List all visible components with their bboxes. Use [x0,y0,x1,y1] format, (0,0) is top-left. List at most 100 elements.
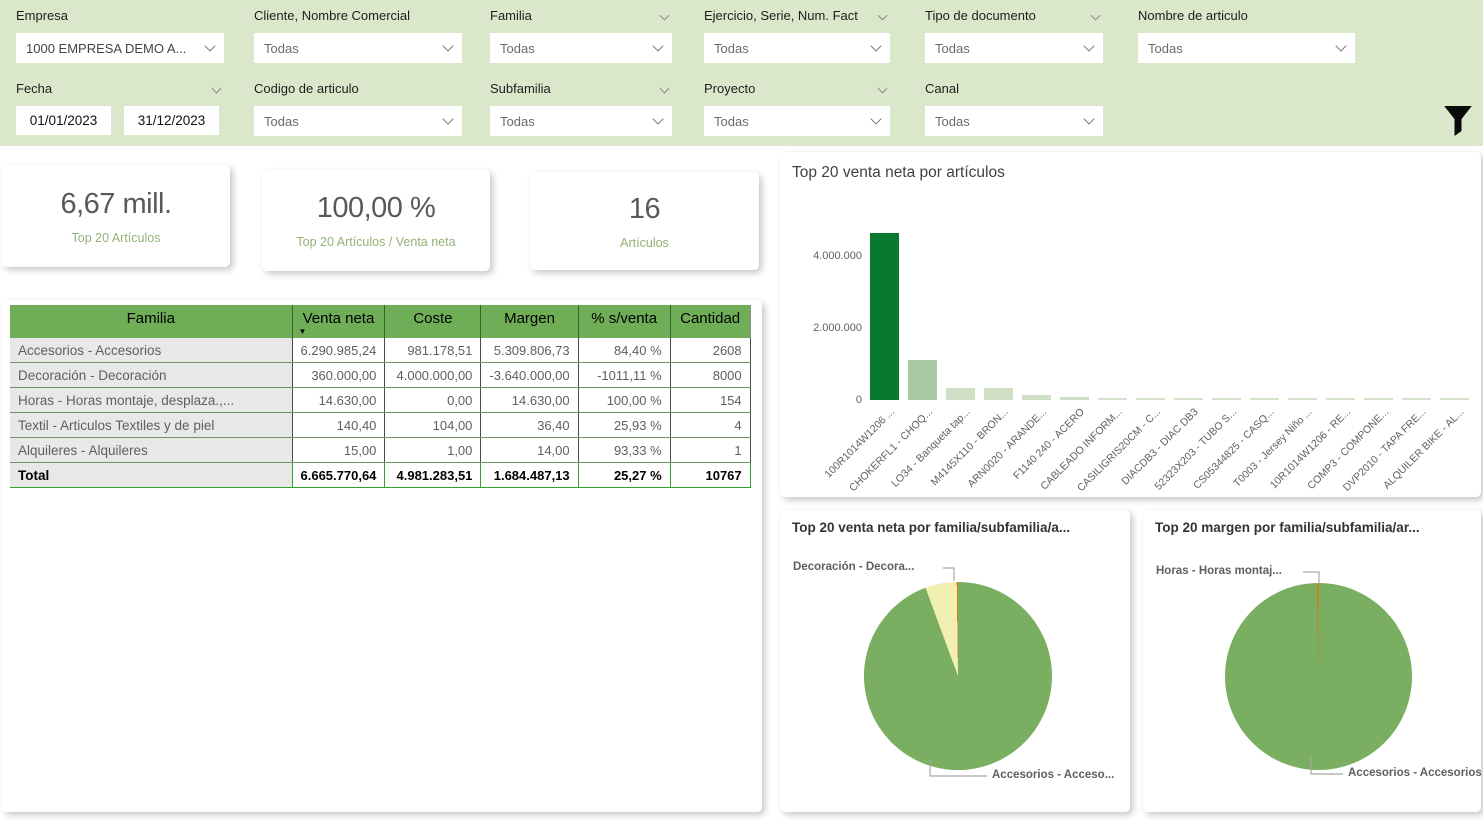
value-cell[interactable]: -1011,11 % [578,362,671,388]
pie-chart-venta-neta[interactable] [864,582,1052,770]
bar[interactable] [1288,398,1317,400]
kpi-value: 16 [628,192,661,225]
tipo-documento-dropdown[interactable]: Todas [925,33,1103,63]
value-cell[interactable]: 4.000.000,00 [384,362,482,388]
pie-margen-panel: Top 20 margen por familia/subfamilia/ar.… [1143,510,1481,812]
chevron-down-icon[interactable] [659,83,670,93]
familia-cell[interactable]: Alquileres - Alquileres [10,437,293,463]
table-row[interactable]: Textil - Articulos Textiles y de piel 140… [10,412,751,438]
chevron-down-icon[interactable] [659,10,670,20]
bar[interactable] [1022,395,1051,400]
chevron-down-icon[interactable] [877,83,888,93]
column-header-venta-neta[interactable]: Venta neta ▼ [292,305,386,338]
value-cell[interactable]: 360.000,00 [292,362,386,388]
bar[interactable] [1250,398,1279,400]
column-header-familia[interactable]: Familia [10,305,293,338]
bar-chart-title: Top 20 venta neta por artículos [792,164,1005,181]
familia-cell[interactable]: Horas - Horas montaje, desplaza.,... [10,387,293,413]
chevron-down-icon [870,113,882,125]
value-cell[interactable]: 4 [670,412,751,438]
empresa-dropdown[interactable]: 1000 EMPRESA DEMO A... [16,33,224,63]
value-cell[interactable]: 15,00 [292,437,386,463]
bar[interactable] [1060,396,1089,400]
familia-cell[interactable]: Decoración - Decoración [10,362,293,388]
y-axis-tick: 4.000.000 [813,250,862,262]
bar[interactable] [1136,398,1165,400]
value-cell[interactable]: 1 [670,437,751,463]
chevron-down-icon[interactable] [877,10,888,20]
value-cell[interactable]: 93,33 % [578,437,671,463]
bar[interactable] [870,233,899,400]
ejercicio-dropdown[interactable]: Todas [704,33,890,63]
value-cell[interactable]: 36,40 [480,412,579,438]
table-row[interactable]: Horas - Horas montaje, desplaza.,... 14.6… [10,387,751,413]
bar[interactable] [946,387,975,400]
column-header--s-venta[interactable]: % s/venta [578,305,671,338]
pie-chart-margen[interactable] [1225,583,1412,770]
nombre-articulo-value: Todas [1148,40,1183,56]
value-cell[interactable]: 2608 [670,338,751,363]
kpi-value: 100,00 % [316,192,436,224]
bar[interactable] [1212,398,1241,400]
pie-label-accesorios: Accesorios - Accesorios [1348,767,1481,779]
value-cell: 1.684.487,13 [480,462,579,488]
bar[interactable] [984,388,1013,400]
familia-cell[interactable]: Textil - Articulos Textiles y de piel [10,412,293,438]
chevron-down-icon[interactable] [1090,10,1101,20]
bar[interactable] [1174,398,1203,400]
proyecto-dropdown[interactable]: Todas [704,106,890,136]
familia-cell[interactable]: Accesorios - Accesorios [10,338,293,363]
slicer-label-subfamilia: Subfamilia [490,80,551,96]
value-cell[interactable]: 140,40 [292,412,386,438]
familia-dropdown[interactable]: Todas [490,33,672,63]
value-cell[interactable]: 8000 [670,362,751,388]
value-cell[interactable]: 25,93 % [578,412,671,438]
familia-table: Familia Venta neta ▼ Coste Margen% s/venta Ca… [10,305,751,488]
codigo-articulo-dropdown[interactable]: Todas [254,106,462,136]
value-cell[interactable]: 1,00 [384,437,482,463]
canal-dropdown[interactable]: Todas [925,106,1103,136]
column-header-margen[interactable]: Margen [480,305,579,338]
bar[interactable] [908,359,937,400]
value-cell[interactable]: 100,00 % [578,387,671,413]
chevron-down-icon [652,40,664,52]
value-cell[interactable]: 5.309.806,73 [480,338,579,363]
table-row[interactable]: Decoración - Decoración 360.000,00 4.000.0… [10,362,751,388]
filter-funnel-icon[interactable] [1443,103,1473,139]
bar-chart-plot: 0 2.000.000 4.000.000 100R1014W1206 ... CHOK… [780,152,1481,497]
bar[interactable] [1364,398,1393,400]
value-cell[interactable]: 14.630,00 [292,387,386,413]
cliente-dropdown[interactable]: Todas [254,33,462,63]
value-cell[interactable]: 14,00 [480,437,579,463]
kpi-value: 6,67 mill. [60,187,172,220]
slicer-label-fecha: Fecha [16,80,53,96]
bar[interactable] [1326,398,1355,400]
table-row[interactable]: Alquileres - Alquileres 15,00 1,00 14,00 93,… [10,437,751,463]
value-cell[interactable]: -3.640.000,00 [480,362,579,388]
value-cell[interactable]: 104,00 [384,412,482,438]
bar-chart-panel: Top 20 venta neta por artículos 0 2.000.0… [780,152,1481,497]
pie-label-horas: Horas - Horas montaj... [1156,565,1282,577]
nombre-articulo-dropdown[interactable]: Todas [1138,33,1355,63]
date-to-input[interactable]: 31/12/2023 [124,106,219,135]
y-axis-tick: 0 [855,394,862,406]
value-cell[interactable]: 0,00 [384,387,482,413]
date-from-input[interactable]: 01/01/2023 [16,106,111,135]
bar[interactable] [1402,398,1431,400]
slicer-label-cliente: Cliente, Nombre Comercial [254,7,411,23]
value-cell[interactable]: 84,40 % [578,338,671,363]
subfamilia-dropdown[interactable]: Todas [490,106,672,136]
column-header-coste[interactable]: Coste [384,305,482,338]
chevron-down-icon[interactable] [211,83,222,93]
value-cell[interactable]: 154 [670,387,751,413]
value-cell[interactable]: 6.290.985,24 [292,338,386,363]
pie-margen-title: Top 20 margen por familia/subfamilia/ar.… [1155,520,1420,535]
slicer-tipo-documento: Tipo de documento Todas [925,6,1103,63]
bar[interactable] [1440,398,1469,400]
column-header-cantidad[interactable]: Cantidad [670,305,751,338]
slicer-label-nombre-articulo: Nombre de articulo [1138,7,1248,23]
value-cell[interactable]: 981.178,51 [384,338,482,363]
value-cell[interactable]: 14.630,00 [480,387,579,413]
bar[interactable] [1098,398,1127,400]
table-row[interactable]: Accesorios - Accesorios 6.290.985,24 981.1… [10,338,751,363]
